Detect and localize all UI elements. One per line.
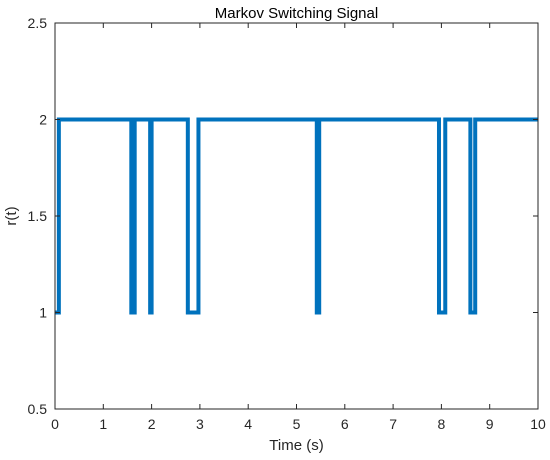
y-tick-label-4: 2.5 (28, 15, 48, 31)
data-layer (55, 117, 538, 315)
y-tick-label-1: 1 (39, 305, 47, 321)
x-tick-label-6: 6 (341, 416, 349, 432)
x-tick-label-0: 0 (51, 416, 59, 432)
y-tick-label-0: 0.5 (28, 401, 48, 417)
x-tick-label-4: 4 (244, 416, 252, 432)
x-tick-label-8: 8 (438, 416, 446, 432)
chart-title: Markov Switching Signal (215, 5, 378, 22)
x-tick-label-2: 2 (148, 416, 156, 432)
x-tick-label-5: 5 (293, 416, 301, 432)
x-tick-label-9: 9 (486, 416, 494, 432)
x-axis-label: Time (s) (269, 437, 323, 454)
ticks-layer: 0 1 2 3 4 5 6 7 8 9 10 0.5 1 1.5 2 2.5 (28, 15, 546, 432)
x-tick-label-7: 7 (389, 416, 397, 432)
x-tick-label-1: 1 (99, 416, 107, 432)
plot-area (55, 23, 538, 409)
x-tick-label-3: 3 (196, 416, 204, 432)
y-tick-label-2: 1.5 (28, 208, 48, 224)
y-axis-label: r(t) (3, 206, 20, 225)
x-tick-label-10: 10 (530, 416, 546, 432)
y-tick-label-3: 2 (39, 112, 47, 128)
series-line-0 (55, 117, 538, 315)
